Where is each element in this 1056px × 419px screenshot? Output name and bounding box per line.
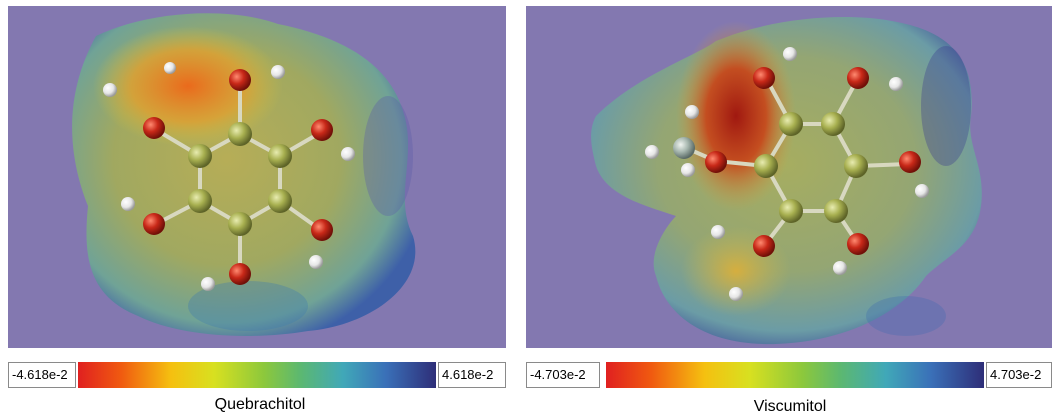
quebrachitol-panel: -4.618e-2 4.618e-2 Quebrachitol [0, 0, 514, 419]
quebrachitol-scale-min: -4.618e-2 [8, 362, 76, 388]
quebrachitol-viewport [8, 6, 506, 348]
viscumitol-panel: -4.703e-2 4.703e-2 Viscumitol [522, 0, 1056, 419]
quebrachitol-color-scale: -4.618e-2 4.618e-2 [8, 362, 506, 388]
oxygen-atoms [705, 67, 921, 257]
oxygen-atoms [143, 69, 333, 285]
methyl-carbon-atom [673, 137, 695, 159]
quebrachitol-scale-gradient [78, 362, 436, 388]
hydrogen-atoms [103, 62, 355, 291]
viscumitol-scale-gradient [606, 362, 984, 388]
negative-potential-region [93, 26, 283, 146]
quebrachitol-caption: Quebrachitol [214, 396, 306, 413]
viscumitol-scale-max: 4.703e-2 [986, 362, 1052, 388]
viscumitol-color-scale: -4.703e-2 4.703e-2 [526, 362, 1052, 388]
carbon-atoms [754, 112, 868, 223]
viscumitol-caption: Viscumitol [753, 398, 827, 415]
quebrachitol-scale-max: 4.618e-2 [438, 362, 506, 388]
viscumitol-viewport [526, 6, 1052, 348]
carbon-atoms [188, 122, 292, 236]
hydrogen-atoms [645, 47, 929, 301]
viscumitol-molecule-render [591, 17, 982, 345]
quebrachitol-molecule-render [72, 13, 416, 337]
viscumitol-scale-min: -4.703e-2 [526, 362, 600, 388]
